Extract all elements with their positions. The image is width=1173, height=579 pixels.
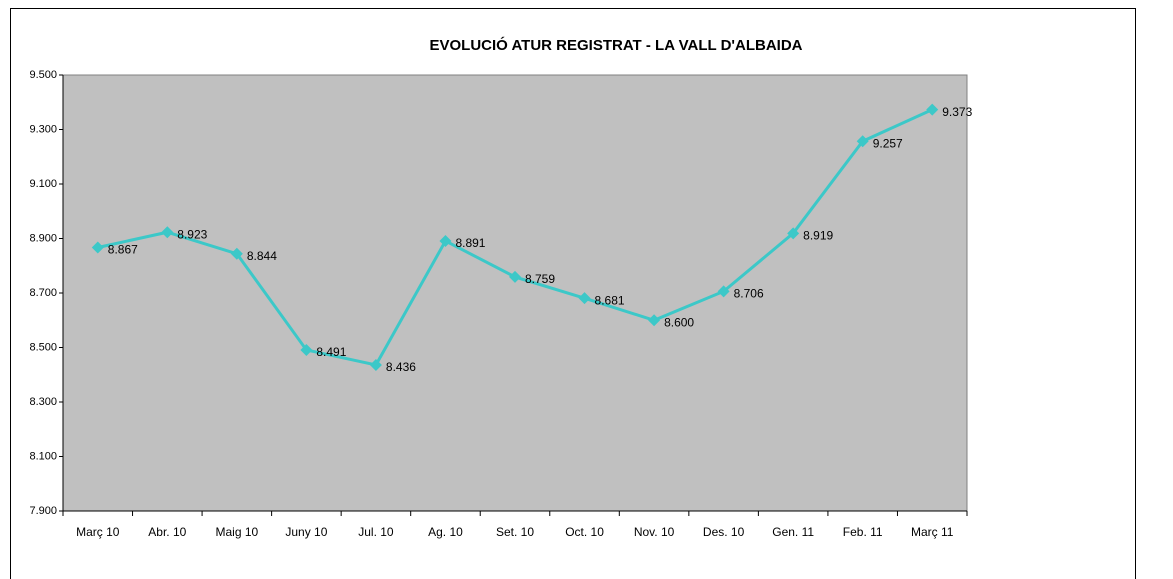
data-label: 8.706 [734, 287, 764, 301]
x-tick-label: Març 11 [911, 525, 954, 539]
y-tick-label: 9.300 [29, 123, 57, 135]
marker [509, 270, 521, 283]
x-tick-label: Maig 10 [215, 525, 258, 539]
data-label: 8.919 [803, 228, 833, 242]
x-tick-label: Nov. 10 [634, 525, 675, 539]
data-label: 8.681 [595, 293, 625, 307]
x-tick-label: Des. 10 [703, 525, 745, 539]
x-tick-label: Abr. 10 [148, 525, 186, 539]
data-label: 8.923 [177, 227, 207, 241]
y-tick-label: 8.700 [29, 287, 57, 299]
marker [787, 227, 800, 240]
marker [926, 103, 939, 116]
marker [856, 135, 869, 148]
data-label: 8.600 [664, 315, 694, 329]
x-tick-label: Ag. 10 [428, 525, 463, 539]
data-label: 9.257 [873, 136, 903, 150]
marker [161, 226, 174, 239]
data-label: 9.373 [942, 105, 972, 119]
y-tick-label: 8.500 [29, 341, 57, 353]
marker [717, 285, 730, 298]
y-tick-label: 8.300 [29, 396, 57, 408]
y-tick-label: 7.900 [29, 505, 57, 517]
data-label: 8.891 [455, 236, 485, 250]
marker [439, 234, 452, 247]
data-label: 8.436 [386, 360, 416, 374]
marker [369, 358, 382, 371]
data-label: 8.491 [316, 345, 346, 359]
x-tick-label: Juny 10 [285, 525, 327, 539]
x-tick-label: Set. 10 [496, 525, 534, 539]
marker [230, 247, 243, 260]
data-label: 8.867 [108, 243, 138, 257]
x-tick-label: Feb. 11 [843, 525, 883, 539]
data-label: 8.844 [247, 249, 277, 263]
data-label: 8.759 [525, 272, 555, 286]
x-tick-label: Gen. 11 [772, 525, 814, 539]
y-tick-label: 8.100 [29, 450, 57, 462]
chart-title: EVOLUCIÓ ATUR REGISTRAT - LA VALL D'ALBA… [430, 36, 803, 54]
x-tick-label: Oct. 10 [565, 525, 604, 539]
marker [300, 343, 313, 356]
marker [91, 241, 104, 254]
y-tick-label: 9.500 [29, 69, 57, 81]
x-tick-label: Jul. 10 [358, 525, 394, 539]
y-tick-label: 8.900 [29, 232, 57, 244]
y-tick-label: 9.100 [29, 178, 57, 190]
marker [578, 292, 591, 305]
plot-area [62, 74, 968, 512]
marker [648, 314, 661, 327]
x-tick-label: Març 10 [76, 525, 120, 539]
